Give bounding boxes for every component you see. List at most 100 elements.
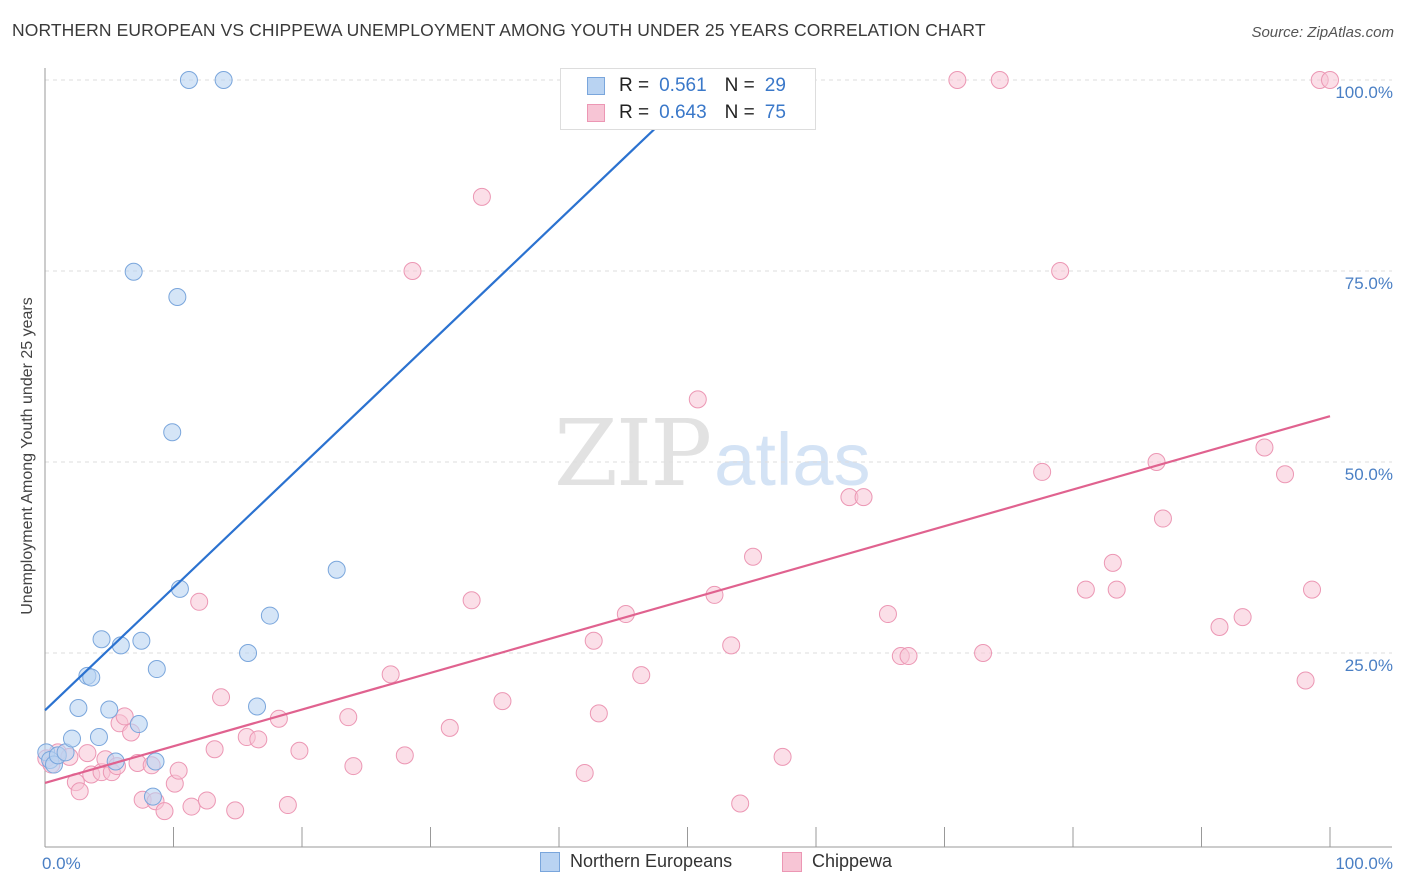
chippewa-point bbox=[632, 666, 651, 685]
legend-label: Northern Europeans bbox=[570, 851, 733, 871]
chippewa-point bbox=[169, 761, 188, 780]
northern-europeans-point bbox=[92, 630, 111, 649]
northern-europeans-point bbox=[168, 287, 187, 306]
chippewa-point bbox=[493, 692, 512, 711]
chippewa-point bbox=[878, 605, 897, 624]
series-legend: Northern Europeans Chippewa bbox=[0, 851, 1406, 877]
northern-europeans-point bbox=[69, 699, 88, 718]
chippewa-point bbox=[78, 744, 97, 763]
n-value: 29 bbox=[764, 75, 786, 96]
chippewa-point bbox=[249, 730, 268, 749]
northern-europeans-point bbox=[179, 71, 198, 89]
northern-europeans-point bbox=[82, 668, 101, 687]
chippewa-point bbox=[1107, 580, 1126, 599]
northern-europeans-point bbox=[62, 729, 81, 748]
n-value: 75 bbox=[764, 102, 786, 123]
chippewa-point bbox=[974, 644, 993, 662]
northern-europeans-point bbox=[147, 660, 166, 679]
chippewa-point bbox=[462, 591, 481, 610]
r-value: 0.643 bbox=[659, 102, 707, 123]
y-tick-label: 50.0% bbox=[1345, 465, 1393, 484]
chippewa-point bbox=[190, 592, 209, 611]
legend-item-northern-europeans[interactable]: Northern Europeans bbox=[540, 851, 732, 872]
y-tick-label: 25.0% bbox=[1345, 656, 1393, 675]
chippewa-point bbox=[744, 547, 763, 566]
northern-europeans-point bbox=[124, 262, 143, 281]
series-northern-europeans-points bbox=[37, 71, 346, 806]
chippewa-point bbox=[1255, 438, 1274, 457]
series-chippewa-points bbox=[37, 71, 1339, 821]
r-value: 0.561 bbox=[659, 75, 707, 96]
northern-europeans-point bbox=[89, 728, 108, 747]
chippewa-point bbox=[182, 797, 201, 816]
northern-europeans-point bbox=[100, 700, 119, 719]
chippewa-point bbox=[278, 796, 297, 815]
chippewa-point bbox=[688, 390, 707, 409]
northern-europeans-point bbox=[248, 697, 267, 716]
northern-europeans-point bbox=[327, 560, 346, 579]
y-tick-label: 75.0% bbox=[1345, 274, 1393, 293]
chippewa-point bbox=[381, 665, 400, 684]
legend-label: Chippewa bbox=[812, 851, 893, 871]
chippewa-point bbox=[1033, 462, 1052, 481]
chippewa-point bbox=[1153, 509, 1172, 528]
chippewa-point bbox=[1296, 671, 1315, 690]
x-tick-label: 0.0% bbox=[42, 854, 81, 873]
r-label: R = bbox=[619, 102, 650, 123]
northern-europeans-point bbox=[214, 71, 233, 89]
chippewa-point bbox=[584, 631, 603, 650]
chippewa-point bbox=[722, 636, 741, 655]
legend-swatch-pink bbox=[587, 104, 605, 122]
chippewa-point bbox=[854, 488, 873, 507]
chippewa-point bbox=[155, 802, 174, 821]
axes bbox=[44, 68, 1392, 848]
legend-row-chippewa: R = 0.643 N = 75 bbox=[587, 101, 786, 125]
chippewa-point bbox=[344, 757, 363, 776]
chippewa-point bbox=[1210, 618, 1229, 637]
trend-lines bbox=[44, 90, 1331, 784]
chippewa-point bbox=[1321, 71, 1339, 89]
chippewa-point bbox=[1076, 580, 1095, 599]
chippewa-point bbox=[899, 647, 918, 666]
chippewa-point bbox=[339, 708, 358, 727]
chippewa-point bbox=[589, 704, 608, 723]
northern-europeans-point bbox=[143, 787, 162, 806]
northern-europeans-point bbox=[106, 752, 125, 771]
chippewa-point bbox=[1276, 465, 1295, 484]
legend-row-northern-europeans: R = 0.561 N = 29 bbox=[587, 74, 786, 98]
chippewa-trend-line bbox=[44, 415, 1331, 784]
chippewa-point bbox=[115, 707, 134, 726]
northern-europeans-trend-line bbox=[44, 90, 695, 712]
chippewa-point bbox=[575, 763, 594, 782]
chippewa-point bbox=[1233, 608, 1252, 627]
r-label: R = bbox=[619, 75, 650, 96]
chippewa-point bbox=[197, 791, 216, 810]
legend-swatch-blue bbox=[587, 77, 605, 95]
chippewa-point bbox=[212, 688, 231, 707]
chippewa-point bbox=[948, 71, 967, 89]
chippewa-point bbox=[773, 747, 792, 766]
source-credit: Source: ZipAtlas.com bbox=[1251, 24, 1394, 41]
chart-title: NORTHERN EUROPEAN VS CHIPPEWA UNEMPLOYME… bbox=[12, 20, 986, 40]
correlation-legend: R = 0.561 N = 29 R = 0.643 N = 75 bbox=[560, 68, 816, 130]
chippewa-point bbox=[1303, 580, 1322, 599]
chippewa-point bbox=[226, 801, 245, 820]
chippewa-point bbox=[290, 741, 309, 760]
northern-europeans-point bbox=[132, 631, 151, 650]
n-label: N = bbox=[724, 75, 755, 96]
chippewa-point bbox=[1051, 262, 1070, 280]
grid-lines bbox=[45, 79, 1392, 654]
chippewa-point bbox=[1103, 553, 1122, 572]
chippewa-point bbox=[472, 187, 491, 206]
legend-item-chippewa[interactable]: Chippewa bbox=[782, 851, 892, 872]
chippewa-point bbox=[205, 740, 224, 759]
y-tick-label: 100.0% bbox=[1335, 83, 1393, 102]
chippewa-point bbox=[440, 718, 459, 737]
chippewa-point bbox=[616, 605, 635, 624]
chippewa-point bbox=[70, 782, 89, 801]
chippewa-point bbox=[990, 71, 1009, 89]
northern-europeans-point bbox=[163, 423, 182, 442]
x-tick-label: 100.0% bbox=[1335, 854, 1393, 873]
tick-labels: 100.0% 75.0% 50.0% 25.0% 0.0% 100.0% bbox=[42, 83, 1393, 873]
